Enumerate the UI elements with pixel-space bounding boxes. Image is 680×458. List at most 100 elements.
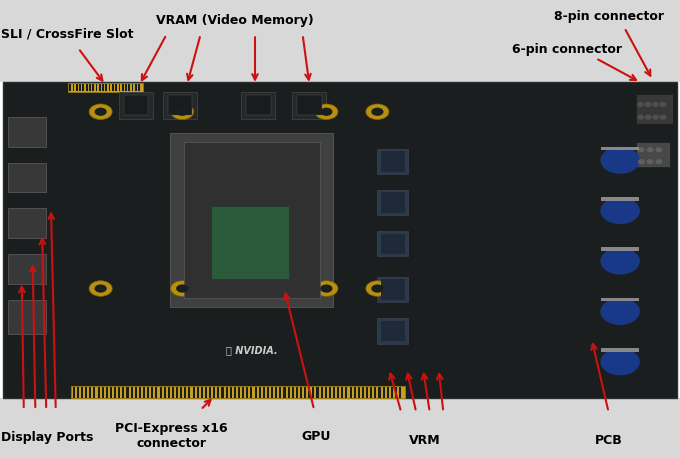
Bar <box>230 387 232 398</box>
Bar <box>131 387 133 398</box>
Circle shape <box>95 284 107 293</box>
Bar <box>126 387 129 398</box>
Bar <box>180 387 182 398</box>
Circle shape <box>645 103 651 106</box>
Bar <box>110 387 112 398</box>
Bar <box>125 84 127 91</box>
Bar <box>374 387 377 398</box>
Bar <box>271 387 273 398</box>
Bar <box>97 387 99 398</box>
Bar <box>115 84 117 91</box>
Bar <box>377 318 408 344</box>
Bar <box>99 84 101 91</box>
Circle shape <box>639 148 644 152</box>
Circle shape <box>656 148 662 152</box>
Bar <box>201 387 203 398</box>
Bar <box>321 387 323 398</box>
Bar <box>292 92 326 119</box>
Bar <box>86 84 88 91</box>
Circle shape <box>320 284 333 293</box>
Circle shape <box>601 198 639 224</box>
Circle shape <box>653 103 658 106</box>
Bar <box>188 387 190 398</box>
Bar <box>354 387 356 398</box>
Bar <box>377 190 408 215</box>
Bar <box>211 206 289 279</box>
Bar <box>93 387 95 398</box>
Bar <box>297 95 322 115</box>
Bar <box>69 84 71 91</box>
Bar <box>106 387 108 398</box>
Bar <box>288 387 290 398</box>
Circle shape <box>89 281 112 296</box>
Bar <box>209 387 211 398</box>
Bar <box>135 84 137 91</box>
Circle shape <box>645 115 651 119</box>
Circle shape <box>171 281 194 296</box>
Bar <box>76 84 78 91</box>
Bar <box>68 83 143 92</box>
Bar <box>337 387 339 398</box>
Circle shape <box>638 115 643 119</box>
Bar <box>381 151 405 172</box>
Bar <box>77 387 79 398</box>
Bar <box>71 386 405 398</box>
Bar <box>381 279 405 300</box>
Circle shape <box>371 108 384 116</box>
Bar <box>381 234 405 254</box>
Circle shape <box>366 281 389 296</box>
Circle shape <box>660 115 666 119</box>
Circle shape <box>171 104 194 120</box>
Bar <box>358 387 360 398</box>
Bar <box>381 321 405 341</box>
Text: 8-pin connector: 8-pin connector <box>554 10 664 22</box>
Bar <box>267 387 269 398</box>
Bar <box>138 84 140 91</box>
Bar <box>3 82 677 398</box>
Bar <box>312 387 314 398</box>
Circle shape <box>639 160 644 164</box>
Bar <box>279 387 282 398</box>
Circle shape <box>176 284 188 293</box>
Bar <box>246 95 271 115</box>
Circle shape <box>315 281 338 296</box>
Bar <box>636 142 670 167</box>
Circle shape <box>601 147 639 173</box>
Text: Ⓝ NVIDIA.: Ⓝ NVIDIA. <box>226 345 277 355</box>
Bar <box>308 387 310 398</box>
Bar <box>109 84 110 91</box>
Bar <box>92 84 94 91</box>
Bar <box>395 387 397 398</box>
Bar <box>192 387 194 398</box>
Bar <box>262 387 265 398</box>
Bar <box>205 387 207 398</box>
Bar <box>176 387 178 398</box>
Bar <box>124 95 148 115</box>
Circle shape <box>660 103 666 106</box>
Bar <box>168 95 192 115</box>
Bar <box>122 84 124 91</box>
Bar <box>601 197 639 201</box>
Bar <box>379 387 381 398</box>
Bar <box>377 277 408 302</box>
Bar <box>246 387 248 398</box>
Bar <box>601 298 639 301</box>
Bar <box>399 387 401 398</box>
Bar <box>8 117 46 147</box>
Text: Display Ports: Display Ports <box>1 431 93 444</box>
Bar <box>8 163 46 192</box>
Bar <box>147 387 149 398</box>
Bar <box>377 149 408 174</box>
Bar <box>238 387 240 398</box>
Bar <box>82 84 84 91</box>
Bar <box>184 142 320 298</box>
Bar <box>163 92 197 119</box>
Text: VRAM (Video Memory): VRAM (Video Memory) <box>156 14 313 27</box>
Bar <box>0 0 680 82</box>
Circle shape <box>656 160 662 164</box>
Circle shape <box>89 104 112 120</box>
Bar <box>164 387 166 398</box>
Bar <box>151 387 153 398</box>
Bar <box>222 387 224 398</box>
Bar <box>329 387 331 398</box>
